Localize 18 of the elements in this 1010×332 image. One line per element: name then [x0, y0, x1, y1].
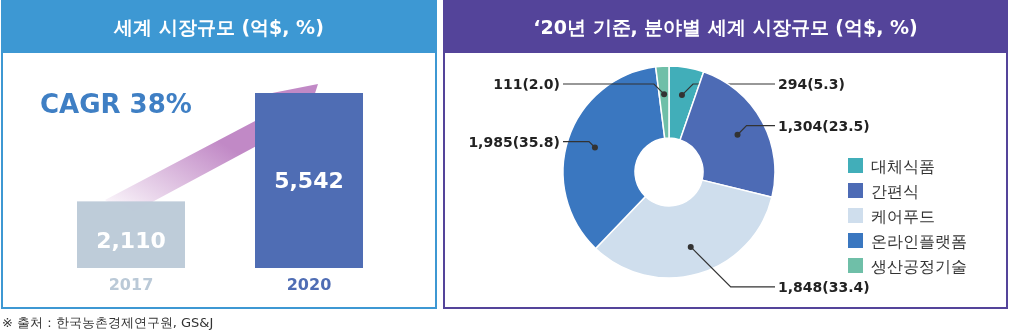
legend-label: 대체식품: [871, 157, 935, 176]
legend-label: 생산공정기술: [871, 257, 967, 276]
chart-title: ‘20년 기준, 분야별 세계 시장규모 (억$, %): [533, 16, 918, 38]
text: ※ 출처 : 한국농촌경제연구원, GS&J: [2, 315, 214, 330]
legend-label: 온라인플랫폼: [871, 232, 967, 251]
legend-label: 간편식: [871, 182, 919, 201]
data-label: 2,110: [96, 228, 166, 253]
data-label: 1,985(35.8): [468, 133, 560, 150]
data-label: 1,848(33.4): [778, 278, 870, 295]
annotation: CAGR 38%: [40, 89, 192, 119]
x-tick-label: 2017: [108, 275, 154, 294]
data-label: 1,304(23.5): [778, 117, 870, 134]
data-label: 294(5.3): [778, 76, 845, 92]
legend-label: 케어푸드: [871, 207, 935, 226]
data-label: 111(2.0): [493, 76, 560, 92]
x-tick-label: 2020: [286, 275, 332, 294]
data-label: 5,542: [274, 168, 344, 193]
chart-title: 세계 시장규모 (억$, %): [113, 16, 324, 38]
